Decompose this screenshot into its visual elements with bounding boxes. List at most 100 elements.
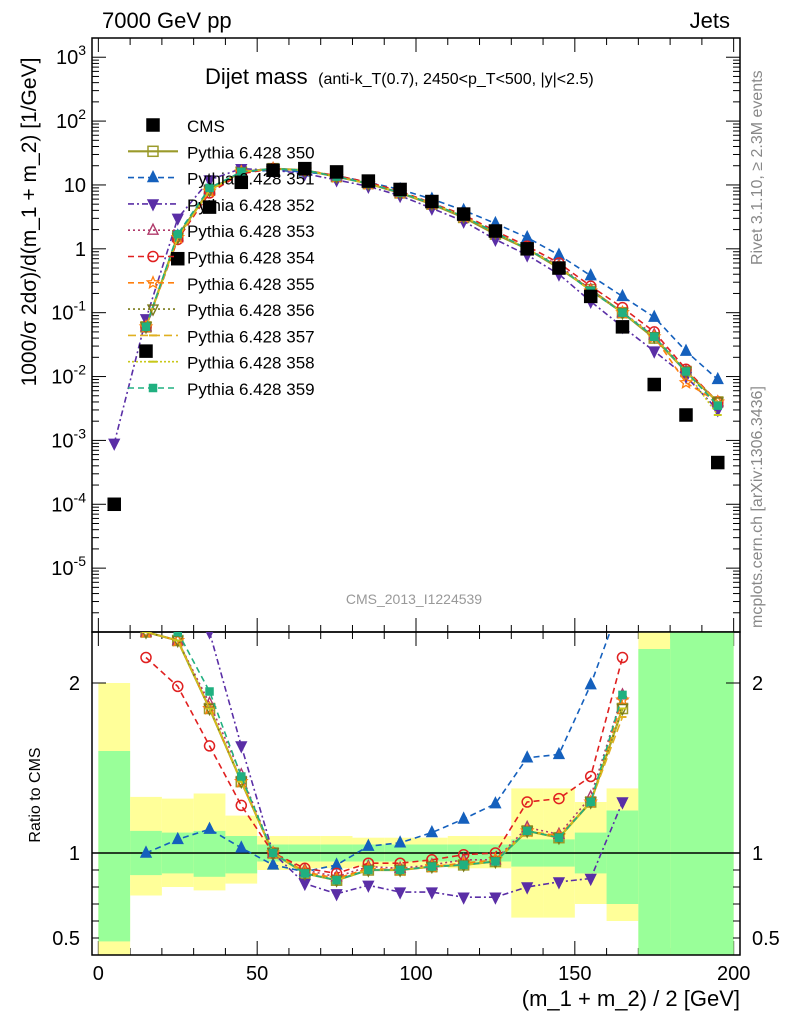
- mcplots-label: mcplots.cern.ch [arXiv:1306.3436]: [749, 386, 766, 628]
- band-inner: [638, 649, 671, 955]
- legend-item: Pythia 6.428 353: [128, 222, 315, 241]
- series-354-ratio-line: [145, 656, 624, 875]
- legend-item: Pythia 6.428 356: [128, 301, 315, 320]
- cms-data-point: [329, 165, 344, 179]
- series-359-ratio-point: [268, 848, 278, 858]
- ratio-tick-label-right: 1: [752, 843, 763, 865]
- series-359-point: [681, 367, 691, 376]
- cms-data-point: [520, 242, 534, 256]
- chart-title-sub: (anti-k_T(0.7), 2450<p_T<500, |y|<2.5): [318, 71, 594, 88]
- cms-data-point: [202, 200, 217, 214]
- series-352-ratio-point: [489, 892, 502, 905]
- band-inner: [606, 810, 639, 904]
- series-354-ratio-point: [616, 651, 629, 664]
- cms-data-point: [583, 289, 598, 304]
- ratio-y-axis-label: Ratio to CMS: [27, 747, 44, 842]
- legend-label: Pythia 6.428 351: [187, 170, 315, 189]
- legend-item: Pythia 6.428 359: [128, 380, 315, 399]
- series-351-point: [679, 343, 693, 356]
- cms-data-point: [266, 163, 280, 177]
- series-359-ratio-point: [427, 862, 437, 871]
- series-352-ratio-point: [205, 632, 214, 640]
- series-355-point: [678, 375, 694, 389]
- series-352-ratio-line: [208, 632, 624, 899]
- cms-data-point: [711, 455, 725, 470]
- cms-data-point: [488, 224, 503, 238]
- x-tick-label: 50: [246, 963, 268, 985]
- series-359-ratio-point: [237, 772, 246, 781]
- y-tick-label: 103: [56, 42, 86, 69]
- ratio-tick-label: 0.5: [52, 928, 80, 950]
- legend-label: Pythia 6.428 350: [187, 143, 315, 162]
- series-359-ratio-point: [522, 826, 532, 836]
- series-351-ratio-point: [552, 746, 566, 760]
- legend-label: Pythia 6.428 359: [187, 380, 315, 399]
- series-352-point: [203, 175, 216, 188]
- series-352-ratio-point: [362, 880, 375, 893]
- series-351-ratio-point: [617, 592, 627, 602]
- series-352-ratio-point: [393, 887, 407, 900]
- series-352-ratio-point: [584, 873, 597, 887]
- series-351-ratio-point: [521, 750, 534, 763]
- series-351-ratio-point: [235, 840, 248, 853]
- main-y-axis-label: 1000/σ 2dσ)/d(m_1 + m_2) [1/GeV]: [18, 58, 41, 387]
- series-352-ratio-point: [521, 882, 534, 895]
- series-351-point: [648, 309, 661, 322]
- series-359-ratio-point: [332, 875, 341, 885]
- legend-marker: [148, 383, 158, 393]
- series-353-ratio-point: [139, 632, 153, 637]
- cms-data-point: [298, 161, 312, 176]
- ratio-tick-label: 1: [69, 843, 80, 865]
- legend-item: Pythia 6.428 355: [128, 275, 315, 294]
- ratio-uncertainty-bands: [98, 632, 734, 955]
- main-panel: 10-5 10-4 10-3 10-2 10-1 1 10 102 103: [51, 37, 741, 955]
- ratio-frame: [91, 631, 741, 956]
- legend-marker: [146, 170, 160, 183]
- legend: CMS Pythia 6.428 350 Pythia 6.428 351 Pythi…: [128, 117, 315, 399]
- series-359-ratio-point: [364, 865, 373, 875]
- series-359-ratio-point: [300, 869, 310, 878]
- series-351-point: [711, 371, 724, 385]
- band-inner: [193, 830, 226, 877]
- y-tick-label: 10-2: [51, 362, 86, 389]
- series-352-point: [171, 213, 184, 226]
- legend-marker: [146, 199, 160, 212]
- legend-item: Pythia 6.428 350: [128, 143, 315, 162]
- x-axis-label: (m_1 + m_2) / 2 [GeV]: [522, 986, 740, 1011]
- x-tick-label: 100: [399, 963, 432, 985]
- legend-item: Pythia 6.428 354: [128, 249, 315, 268]
- series-352-ratio-point: [235, 741, 248, 754]
- legend-label: CMS: [187, 117, 225, 136]
- series-351-ratio-point: [203, 821, 216, 834]
- cms-data-point: [552, 261, 566, 275]
- legend-item: Pythia 6.428 352: [128, 196, 315, 215]
- series-359-ratio-line: [177, 632, 624, 882]
- header-right: Jets: [690, 8, 730, 33]
- legend-marker: [147, 250, 159, 263]
- chart-title: Dijet mass (anti-k_T(0.7), 2450<p_T<500,…: [205, 64, 594, 89]
- series-352-point: [108, 438, 121, 451]
- band-inner: [98, 751, 131, 942]
- legend-label: Pythia 6.428 358: [187, 354, 315, 373]
- cms-data-point: [393, 182, 407, 197]
- x-tick-label: 150: [558, 963, 591, 985]
- y-tick-label: 10-1: [51, 298, 86, 325]
- series-351-ratio-point: [425, 825, 439, 838]
- series-352-ratio-point: [457, 892, 470, 905]
- series-351-ratio-point: [171, 831, 184, 845]
- series-359-ratio-point: [459, 860, 468, 870]
- series-351-point: [584, 268, 597, 281]
- y-tick-label: 10: [64, 175, 86, 197]
- series-351-ratio-point: [393, 835, 407, 848]
- legend-label: Pythia 6.428 354: [187, 249, 315, 268]
- cms-data-point: [139, 344, 153, 358]
- header-left: 7000 GeV pp: [102, 8, 232, 33]
- mc-series-ratio: [139, 592, 630, 905]
- series-355-ratio-line: [145, 632, 624, 880]
- x-tick-label: 0: [93, 963, 104, 985]
- cms-data-points: [107, 161, 725, 512]
- cms-data-point: [679, 408, 693, 422]
- series-351-ratio-point: [457, 811, 470, 824]
